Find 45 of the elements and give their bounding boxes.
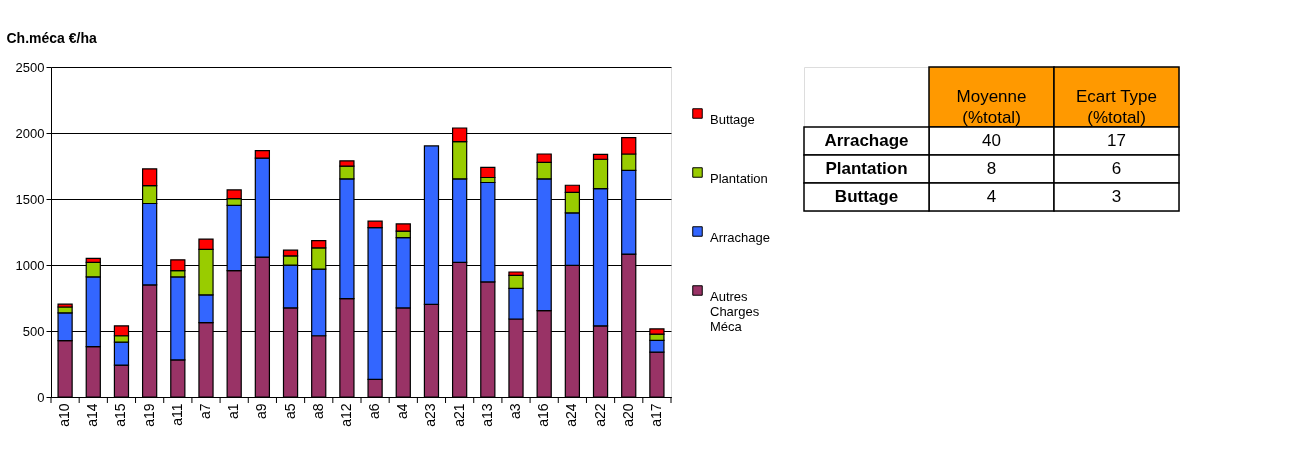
- y-tick-label: 1500: [15, 191, 45, 207]
- data-label: 8: [986, 159, 997, 178]
- category-label: Plantation: [825, 159, 908, 178]
- legend-label: Buttage: [710, 111, 755, 127]
- y-tick-label: 2000: [15, 125, 45, 141]
- data-label: 3: [1111, 187, 1122, 206]
- y-tick-label: 1000: [15, 257, 45, 273]
- data-label: 6: [1111, 159, 1122, 178]
- category-label: Arrachage: [824, 131, 909, 150]
- x-tick-label: a20: [619, 403, 636, 427]
- x-tick-label: a14: [84, 403, 101, 427]
- x-tick-label: a10: [56, 403, 73, 427]
- y-tick-label: 2500: [15, 59, 45, 75]
- category-label: Buttage: [834, 187, 899, 206]
- y-tick-label: 500: [22, 323, 45, 339]
- x-tick-label: a16: [535, 403, 552, 427]
- x-tick-label: a11: [168, 403, 185, 426]
- legend-label: Autres Charges Méca: [710, 288, 760, 334]
- x-tick-label: a24: [563, 403, 580, 427]
- series-label: Moyenne (%total): [956, 87, 1027, 127]
- x-tick-label: a6: [366, 403, 383, 420]
- bar: [480, 166, 496, 179]
- legend-label: Arrachage: [710, 229, 770, 245]
- x-tick-label: a8: [309, 403, 326, 420]
- x-tick-label: a7: [197, 403, 213, 420]
- y-axis-title: Ch.méca €/ha: [6, 29, 97, 46]
- x-tick-label: a19: [140, 403, 157, 427]
- legend-label: Plantation: [710, 170, 768, 186]
- series-label: Ecart Type (%total): [1076, 87, 1157, 127]
- x-tick-label: a3: [507, 403, 523, 420]
- x-tick-label: a23: [422, 403, 439, 427]
- x-tick-label: a21: [450, 403, 467, 427]
- x-tick-label: a17: [647, 403, 664, 427]
- data-label: 17: [1107, 131, 1126, 150]
- x-tick-label: a13: [478, 403, 495, 427]
- y-tick-label: 0: [37, 389, 45, 405]
- x-tick-label: a15: [112, 403, 129, 427]
- x-tick-label: a22: [591, 403, 608, 427]
- x-tick-label: a1: [225, 403, 242, 420]
- data-label: 4: [986, 187, 997, 206]
- x-tick-label: a12: [337, 403, 354, 427]
- data-label: 40: [982, 131, 1001, 150]
- x-tick-label: a9: [253, 403, 270, 420]
- x-tick-label: a4: [394, 403, 411, 420]
- x-tick-label: a5: [281, 403, 298, 420]
